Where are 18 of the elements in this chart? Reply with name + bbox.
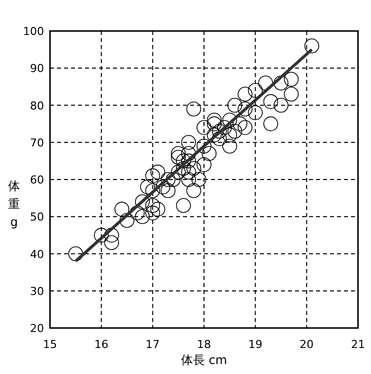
x-tick-label: 21 — [351, 338, 365, 351]
y-tick-label: 50 — [30, 210, 44, 224]
x-axis-title: 体長 cm — [180, 353, 228, 367]
y-tick-label: 40 — [30, 248, 44, 261]
y-tick-label: 60 — [30, 174, 44, 186]
x-tick-label: 18 — [197, 338, 211, 351]
y-axis-title: 体重 g — [8, 179, 20, 229]
y-tick-label: 80 — [30, 99, 44, 112]
y-tick-label: 20 — [30, 322, 44, 335]
y-tick-label: 70 — [30, 136, 44, 150]
x-tick-label: 16 — [94, 338, 108, 351]
y-tick-label: 90 — [30, 62, 44, 76]
x-tick-label: 19 — [248, 338, 262, 351]
y-tick-label: 30 — [30, 284, 44, 298]
x-tick-label: 20 — [300, 338, 314, 351]
x-tick-label: 15 — [43, 338, 57, 351]
y-tick-label: 100 — [23, 25, 44, 38]
x-tick-label: 17 — [146, 338, 160, 351]
